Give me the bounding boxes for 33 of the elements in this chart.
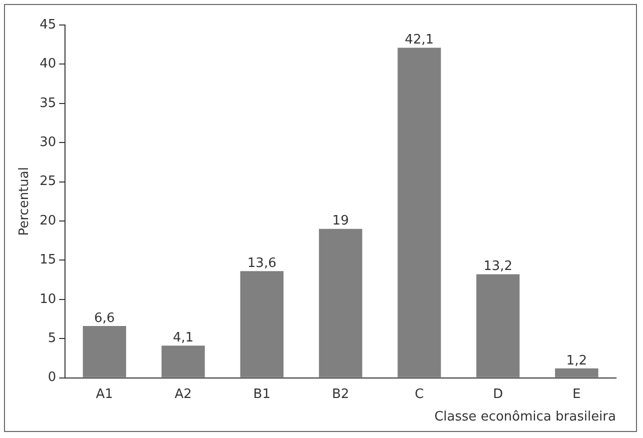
y-tick-label: 30 bbox=[40, 134, 56, 150]
x-tick-label: A1 bbox=[96, 386, 114, 402]
data-label: 13,6 bbox=[247, 256, 276, 272]
bar bbox=[555, 368, 598, 378]
data-label: 1,2 bbox=[566, 353, 587, 368]
data-label: 42,1 bbox=[404, 32, 434, 48]
bar bbox=[318, 228, 362, 378]
x-tick-label: D bbox=[492, 386, 503, 402]
y-tick-label: 45 bbox=[40, 17, 56, 32]
bar bbox=[240, 271, 284, 378]
bar bbox=[162, 346, 205, 378]
data-label: 4,1 bbox=[172, 330, 194, 346]
y-tick-label: 40 bbox=[40, 56, 56, 72]
y-tick-label: 35 bbox=[40, 96, 56, 111]
bar bbox=[82, 326, 126, 378]
x-tick-label: E bbox=[572, 386, 581, 402]
y-axis-title: Percentual bbox=[17, 167, 32, 236]
y-tick-label: 25 bbox=[40, 174, 56, 190]
x-tick-label: A2 bbox=[174, 386, 192, 402]
x-axis-title: Classe econômica brasileira bbox=[434, 410, 616, 425]
x-tick-label: B1 bbox=[253, 386, 270, 402]
y-tick-label: 10 bbox=[40, 292, 56, 307]
bar bbox=[398, 48, 441, 378]
y-tick-label: 5 bbox=[48, 330, 56, 346]
data-label: 19 bbox=[332, 214, 349, 229]
x-tick-label: B2 bbox=[332, 386, 350, 402]
data-label: 13,2 bbox=[483, 259, 512, 274]
y-tick-label: 15 bbox=[40, 252, 56, 268]
y-tick-label: 20 bbox=[40, 213, 56, 228]
x-tick-label: C bbox=[414, 386, 424, 402]
y-tick-label: 0 bbox=[48, 370, 56, 386]
data-label: 6,6 bbox=[94, 310, 115, 326]
bar bbox=[476, 274, 520, 378]
